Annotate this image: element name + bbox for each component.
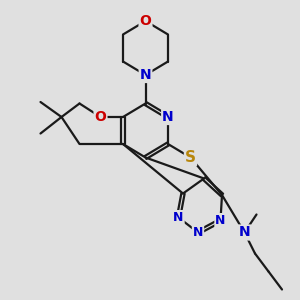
Text: N: N	[239, 226, 250, 239]
Text: N: N	[193, 226, 203, 239]
Text: N: N	[162, 110, 174, 124]
Text: N: N	[173, 211, 184, 224]
Text: O: O	[140, 14, 152, 28]
Text: O: O	[94, 110, 106, 124]
Text: N: N	[140, 68, 151, 82]
Text: N: N	[215, 214, 226, 227]
Text: S: S	[185, 150, 196, 165]
